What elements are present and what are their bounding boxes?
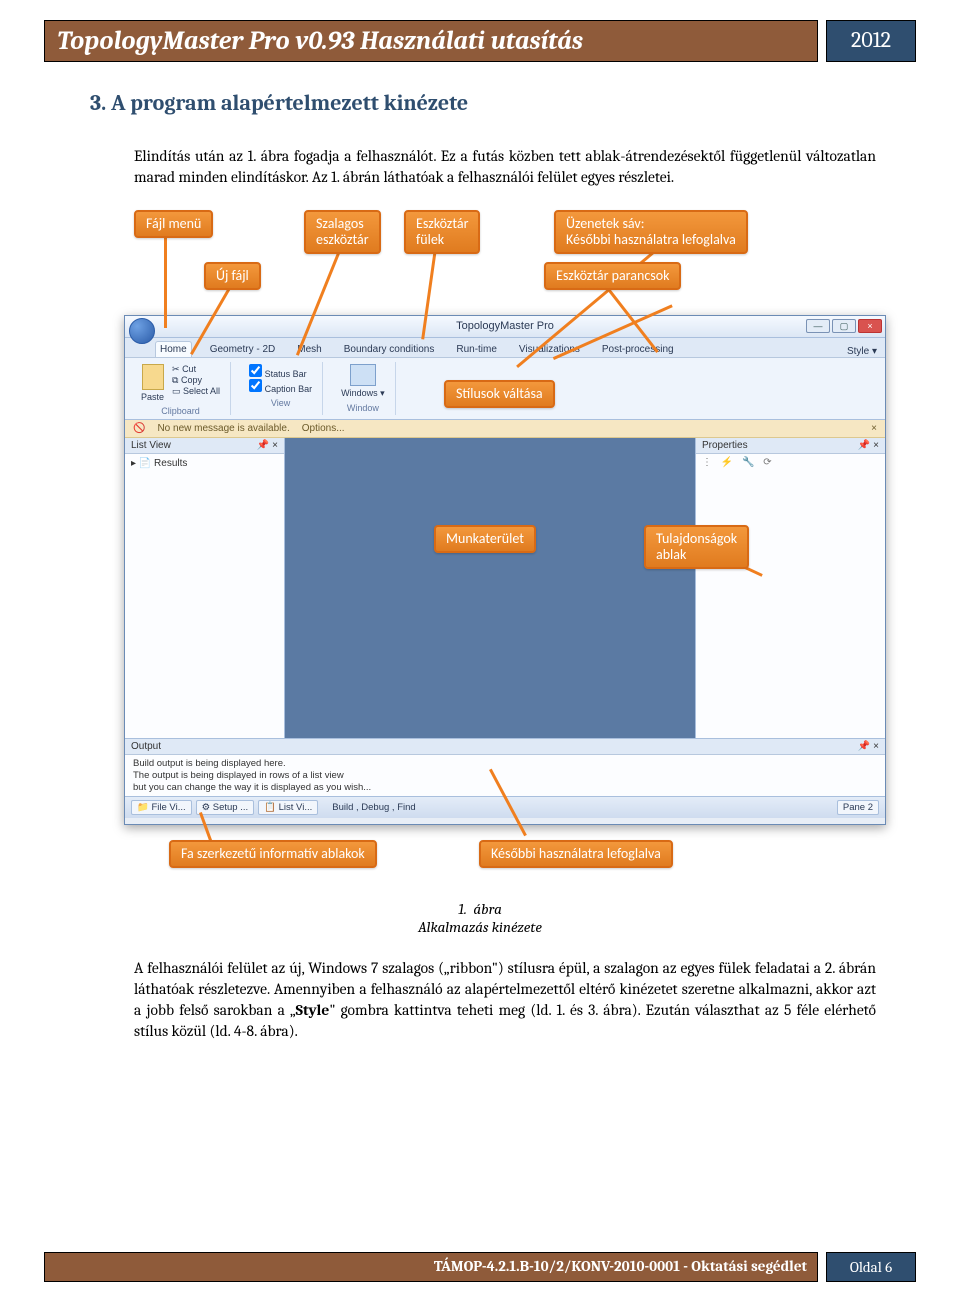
output-line2: The output is being displayed in rows of… (133, 770, 877, 782)
page-header: TopologyMaster Pro v0.93 Használati utas… (44, 20, 916, 62)
page-footer: TÁMOP-4.2.1.B-10/2/KONV-2010-0001 - Okta… (44, 1252, 916, 1282)
footer-right: Oldal 6 (826, 1252, 916, 1282)
windows-icon[interactable] (350, 364, 376, 386)
figure-caption: 1. ábra Alkalmazás kinézete (44, 900, 916, 936)
pane-pin-icon[interactable]: 📌 × (858, 741, 879, 752)
copy-button[interactable]: ⧉ Copy (172, 375, 220, 386)
paste-icon[interactable] (142, 364, 164, 390)
status-setup-button[interactable]: ⚙ Setup ... (196, 800, 255, 815)
workspace-area[interactable] (285, 438, 695, 738)
pane-pin-icon[interactable]: 📌 × (858, 440, 879, 451)
header-title: TopologyMaster Pro v0.93 Használati utas… (44, 20, 818, 62)
output-pane: Output 📌 × Build output is being displaye… (125, 738, 885, 796)
group-window: Windows ▾ Window (331, 362, 396, 415)
intro-paragraph: Elindítás után az 1. ábra fogadja a felh… (134, 146, 876, 188)
group-view: Status Bar Caption Bar View (239, 362, 323, 415)
style-picker[interactable]: Style ▾ (847, 346, 877, 357)
section-heading: 3. A program alapértelmezett kinézete (90, 90, 916, 116)
msgbar-icon: 🚫 (133, 423, 145, 434)
status-fileview-button[interactable]: 📁 File Vi... (131, 800, 192, 815)
status-pane2[interactable]: Pane 2 (837, 800, 879, 815)
header-year: 2012 (826, 20, 916, 62)
properties-title: Properties (702, 440, 748, 451)
titlebar: TopologyMaster Pro — ▢ × (125, 316, 885, 338)
connector (164, 234, 167, 328)
minimize-button[interactable]: — (806, 319, 830, 333)
captionbar-checkbox[interactable]: Caption Bar (249, 379, 312, 394)
client-area: List View📌 × ▸ 📄 Results Properties📌 × ⋮… (125, 438, 885, 738)
callout-new-file: Új fájl (204, 262, 261, 290)
callout-file-menu: Fájl menü (134, 210, 213, 238)
callout-message-bar: Üzenetek sáv: Későbbi használatra lefogl… (554, 210, 748, 254)
pane-pin-icon[interactable]: 📌 × (257, 440, 278, 451)
tab-home[interactable]: Home (155, 341, 192, 357)
windows-label: Windows ▾ (341, 388, 385, 399)
callout-reserved: Későbbi használatra lefoglalva (479, 840, 673, 868)
output-line1: Build output is being displayed here. (133, 758, 877, 770)
group-window-label: Window (341, 403, 385, 413)
callout-workspace: Munkaterület (434, 525, 536, 553)
callout-properties: Tulajdonságok ablak (644, 525, 749, 569)
listview-results[interactable]: Results (154, 458, 187, 469)
closing-paragraph: A felhasználói felület az új, Windows 7 … (134, 958, 876, 1042)
footer-left: TÁMOP-4.2.1.B-10/2/KONV-2010-0001 - Okta… (44, 1252, 818, 1282)
output-title: Output (131, 741, 161, 752)
status-tabs[interactable]: Build , Debug , Find (332, 802, 415, 813)
callout-toolbar-tabs: Eszköztár fülek (404, 210, 480, 254)
tab-boundary[interactable]: Boundary conditions (340, 342, 439, 357)
select-all-button[interactable]: ▭ Select All (172, 386, 220, 397)
group-clipboard-label: Clipboard (141, 406, 220, 416)
statusbar-checkbox[interactable]: Status Bar (249, 364, 312, 379)
tab-postprocessing[interactable]: Post-processing (598, 342, 678, 357)
annotated-screenshot: Fájl menü Szalagos eszköztár Eszköztár f… (134, 210, 876, 890)
callout-ribbon-toolbar: Szalagos eszköztár (304, 210, 381, 254)
msgbar-options[interactable]: Options... (302, 423, 345, 434)
status-listview-button[interactable]: 📋 List Vi... (258, 800, 318, 815)
listview-pane: List View📌 × ▸ 📄 Results (125, 438, 285, 738)
callout-toolbar-commands: Eszköztár parancsok (544, 262, 681, 290)
msgbar-text: No new message is available. (157, 423, 289, 434)
tab-runtime[interactable]: Run-time (452, 342, 501, 357)
message-bar: 🚫 No new message is available. Options..… (125, 420, 885, 438)
ribbon-tabs: Home Geometry - 2D Mesh Boundary conditi… (125, 338, 885, 358)
cut-button[interactable]: ✂ Cut (172, 364, 220, 375)
app-title: TopologyMaster Pro (125, 320, 885, 332)
msgbar-close-icon[interactable]: × (871, 423, 877, 434)
properties-pane: Properties 📌 × ⋮ ⚡ 🔧 ⟳ (695, 438, 885, 738)
properties-toolbar[interactable]: ⋮ ⚡ 🔧 ⟳ (696, 454, 885, 471)
tab-geometry[interactable]: Geometry - 2D (206, 342, 280, 357)
callout-style-switch: Stílusok váltása (444, 380, 555, 408)
section-number: 3. (90, 90, 106, 116)
app-orb-icon[interactable] (129, 318, 155, 344)
paste-label: Paste (141, 392, 164, 402)
listview-title: List View (131, 440, 171, 451)
close-button[interactable]: × (858, 319, 882, 333)
callout-tree-panels: Fa szerkezetű informatív ablakok (169, 840, 377, 868)
output-line3: but you can change the way it is display… (133, 782, 877, 794)
group-view-label: View (249, 398, 312, 408)
maximize-button[interactable]: ▢ (832, 319, 856, 333)
section-title: A program alapértelmezett kinézete (111, 90, 468, 116)
group-clipboard: Paste ✂ Cut ⧉ Copy ▭ Select All Clipboar… (131, 362, 231, 415)
